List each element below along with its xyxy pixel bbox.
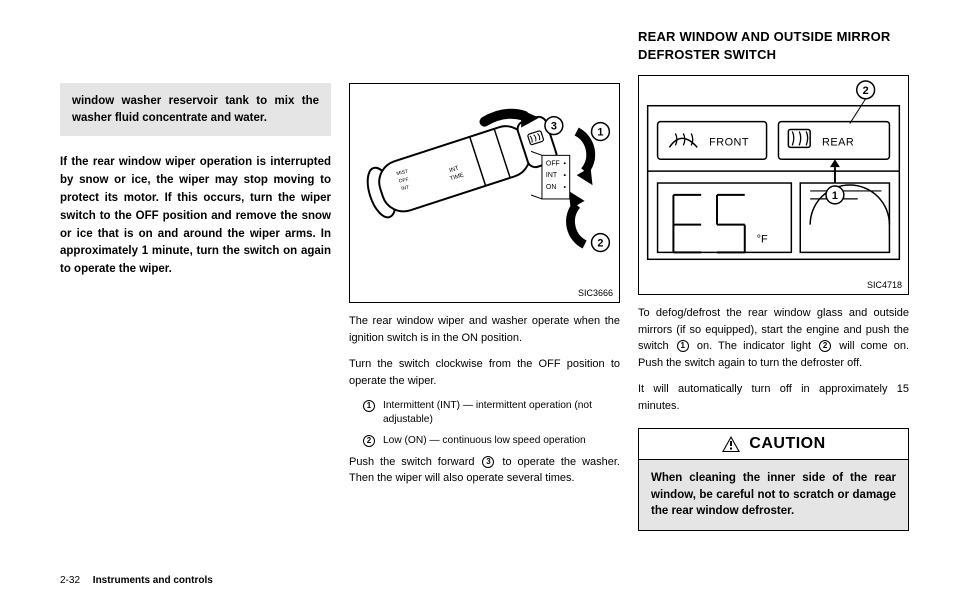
wiper-mode-2-text: Low (ON) — continuous low speed operatio…: [383, 434, 586, 448]
circled-3-inline-icon: 3: [482, 456, 494, 468]
figure-id-1: SIC3666: [578, 288, 613, 298]
col2-p3: Push the switch forward 3 to operate the…: [349, 454, 620, 487]
svg-text:1: 1: [597, 127, 603, 139]
figure-id-2: SIC4718: [867, 280, 902, 290]
col2-p2: Turn the switch clockwise from the OFF p…: [349, 356, 620, 389]
caution-body: When cleaning the inner side of the rear…: [639, 460, 908, 530]
svg-text:REAR: REAR: [822, 136, 854, 148]
svg-text:OFF: OFF: [546, 160, 560, 167]
col3-p1: To defog/defrost the rear window glass a…: [638, 305, 909, 371]
page-footer: 2-32 Instruments and controls: [60, 575, 213, 586]
svg-text:2: 2: [597, 238, 603, 250]
svg-text:INT: INT: [546, 172, 558, 179]
svg-text:2: 2: [863, 85, 869, 97]
washer-note-text: window washer reservoir tank to mix the …: [72, 95, 319, 124]
circled-2-inline-icon: 2: [819, 340, 831, 352]
circled-1-inline-icon: 1: [677, 340, 689, 352]
col2-p3a: Push the switch forward: [349, 456, 480, 468]
svg-text:3: 3: [551, 121, 557, 133]
svg-text:°F: °F: [757, 234, 768, 246]
col2-p1: The rear window wiper and washer operate…: [349, 313, 620, 346]
svg-text:ON: ON: [546, 184, 556, 191]
caution-header: CAUTION: [639, 429, 908, 460]
page-number: 2-32: [60, 575, 80, 586]
interruption-warning: If the rear window wiper operation is in…: [60, 154, 331, 279]
svg-text:FRONT: FRONT: [709, 136, 749, 148]
figure-wiper-switch: MIST OFF INT INT TIME 3 1: [349, 83, 620, 303]
section-title: REAR WINDOW AND OUTSIDE MIRROR DEFROSTER…: [638, 28, 909, 63]
wiper-mode-1-text: Intermittent (INT) — intermittent operat…: [383, 399, 620, 428]
col3-p1b: on. The indicator light: [691, 340, 817, 352]
warning-triangle-icon: [721, 435, 741, 453]
wiper-mode-item-2: 2 Low (ON) — continuous low speed operat…: [349, 434, 620, 448]
svg-text:1: 1: [832, 190, 838, 202]
caution-label: CAUTION: [749, 435, 825, 453]
washer-note-box: window washer reservoir tank to mix the …: [60, 83, 331, 136]
caution-box: CAUTION When cleaning the inner side of …: [638, 428, 909, 531]
circled-1-icon: 1: [363, 400, 375, 412]
figure-defroster-switch: FRONT REAR °F: [638, 75, 909, 295]
footer-section: Instruments and controls: [93, 575, 213, 586]
circled-2-icon: 2: [363, 435, 375, 447]
wiper-mode-item-1: 1 Intermittent (INT) — intermittent oper…: [349, 399, 620, 428]
col3-p2: It will automatically turn off in approx…: [638, 381, 909, 414]
